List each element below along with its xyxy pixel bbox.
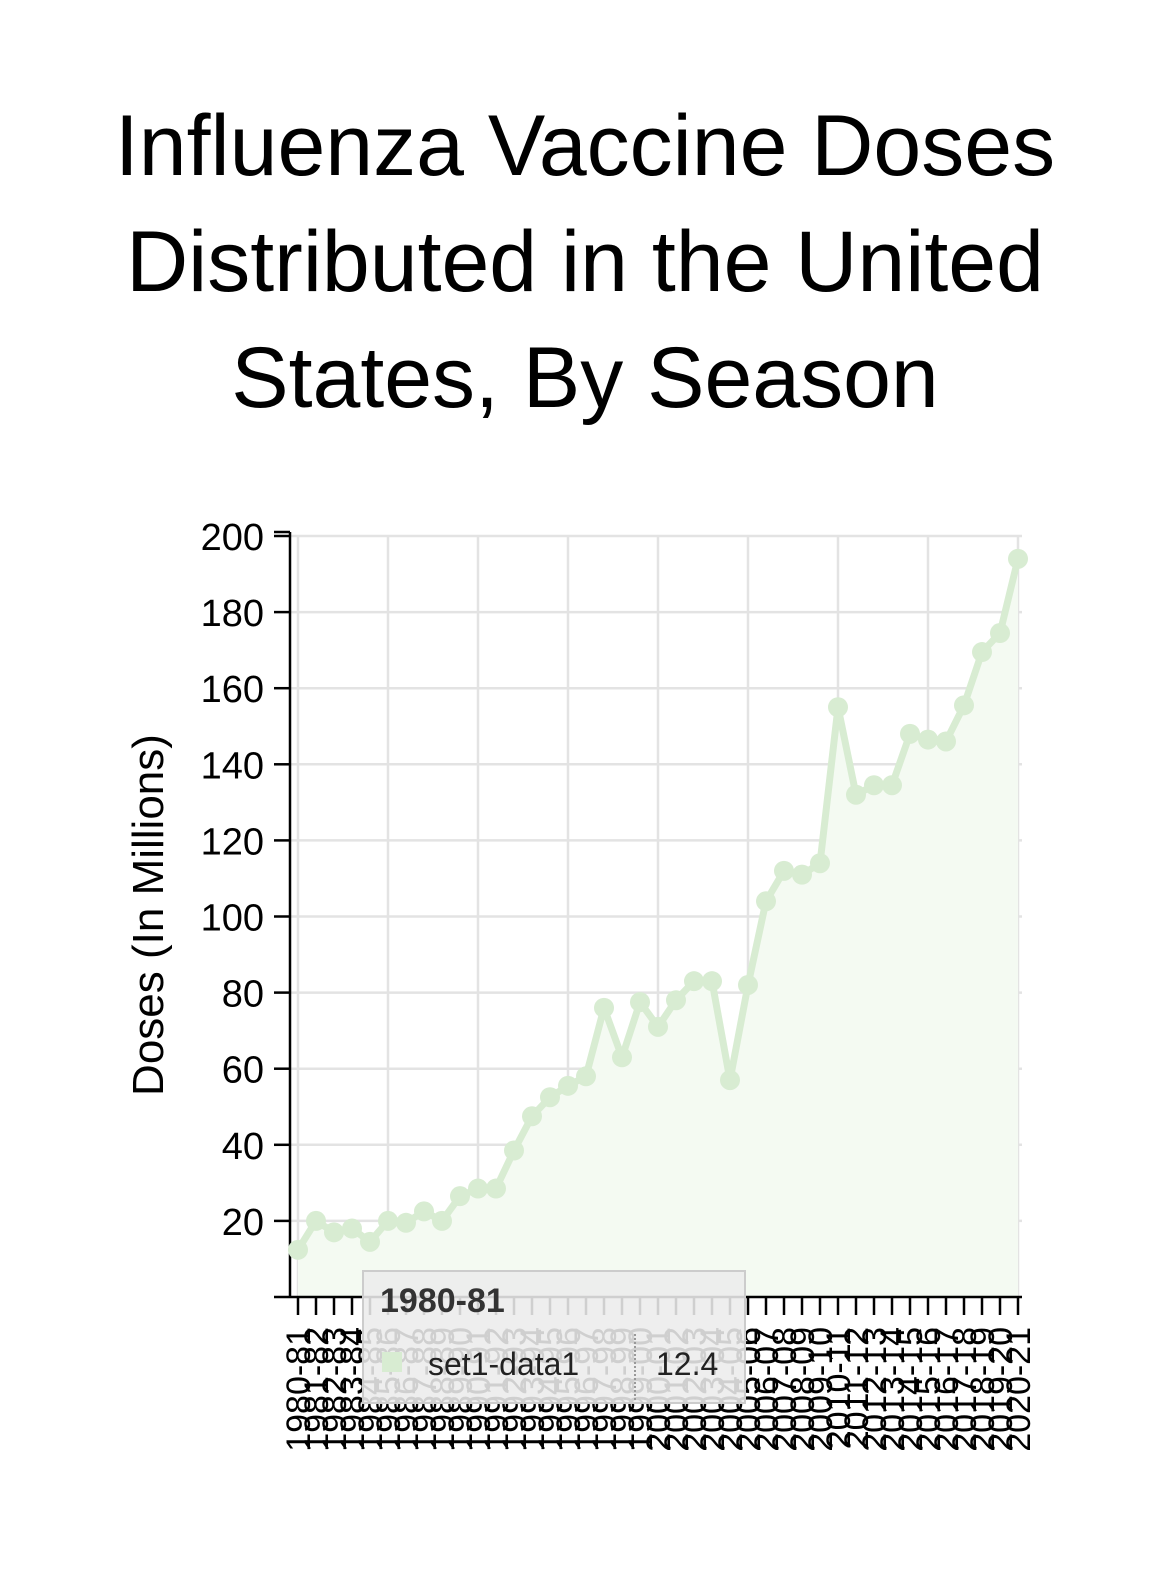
- data-point: [792, 864, 812, 885]
- data-point: [828, 697, 848, 718]
- data-point: [810, 853, 830, 874]
- tooltip-series-swatch: [382, 1352, 402, 1372]
- y-axis-title: Doses (In Millions): [124, 734, 173, 1096]
- data-point: [756, 891, 776, 912]
- y-tick-label: 180: [201, 593, 264, 635]
- chart-title-line-1: Influenza Vaccine Doses: [114, 98, 1056, 194]
- data-point: [540, 1087, 560, 1108]
- data-point: [486, 1178, 506, 1199]
- y-tick-label: 120: [201, 821, 264, 863]
- data-point: [738, 974, 758, 995]
- x-tick-label: 2013-14: [874, 1327, 912, 1452]
- chart-title: Influenza Vaccine Doses Distributed in t…: [0, 88, 1170, 436]
- data-point: [414, 1201, 434, 1222]
- x-tick-label: 2011-12: [838, 1327, 876, 1449]
- tooltip-value: 12.4: [656, 1346, 719, 1382]
- data-point: [954, 695, 974, 716]
- x-tick-label: 2014-15: [892, 1327, 930, 1452]
- series-points: [288, 548, 1028, 1260]
- data-point: [342, 1218, 362, 1239]
- tooltip: 1980-81 set1-data1 12.4: [362, 1270, 746, 1404]
- x-tick-label: 2018-19: [964, 1327, 1002, 1452]
- data-point: [576, 1066, 596, 1087]
- y-tick-label: 140: [201, 745, 264, 787]
- data-point: [702, 971, 722, 992]
- data-point: [684, 971, 704, 992]
- y-tick-label: 20: [222, 1202, 264, 1244]
- data-point: [378, 1210, 398, 1231]
- data-point: [864, 775, 884, 796]
- data-point: [990, 623, 1010, 644]
- data-point: [720, 1070, 740, 1091]
- x-tick-label: 1982-83: [316, 1327, 354, 1452]
- data-point: [936, 731, 956, 752]
- data-point: [594, 997, 614, 1018]
- tooltip-header: 1980-81: [380, 1282, 505, 1320]
- x-tick-label: 1981-82: [298, 1327, 336, 1452]
- series-area: [298, 558, 1018, 1297]
- chart-title-line-2: Distributed in the United: [126, 214, 1044, 310]
- tooltip-separator: [634, 1334, 636, 1400]
- y-tick-label: 200: [201, 517, 264, 559]
- data-point: [288, 1239, 308, 1260]
- y-tick-label: 40: [222, 1126, 264, 1168]
- data-point: [774, 860, 794, 881]
- data-point: [666, 990, 686, 1011]
- x-tick-label: 2019-20: [982, 1327, 1020, 1452]
- data-point: [450, 1186, 470, 1207]
- data-point: [648, 1016, 668, 1037]
- x-tick-label: 2017-18: [946, 1327, 984, 1452]
- x-tick-label: 2010-11: [820, 1327, 858, 1449]
- data-point: [306, 1210, 326, 1231]
- data-point: [630, 992, 650, 1013]
- x-tick-label: 2009-10: [802, 1327, 840, 1452]
- x-tick-label: 2007-08: [766, 1327, 804, 1452]
- data-point: [396, 1212, 416, 1233]
- x-tick-label: 2012-13: [856, 1327, 894, 1452]
- data-point: [432, 1210, 452, 1231]
- data-point: [882, 775, 902, 796]
- data-point: [900, 723, 920, 744]
- data-point: [918, 729, 938, 750]
- data-point: [360, 1231, 380, 1252]
- data-point: [504, 1140, 524, 1161]
- tooltip-series-name: set1-data1: [428, 1346, 580, 1382]
- data-point: [612, 1047, 632, 1068]
- data-point: [846, 784, 866, 805]
- y-tick-label: 60: [222, 1050, 264, 1092]
- x-tick-label: 2008-09: [784, 1327, 822, 1452]
- x-tick-label: 2016-17: [928, 1327, 966, 1452]
- data-point: [1008, 548, 1028, 569]
- y-tick-label: 100: [201, 898, 264, 940]
- x-tick-label: 2006-07: [748, 1327, 786, 1452]
- chart-title-line-3: States, By Season: [231, 330, 939, 426]
- x-tick-label: 2020-21: [1000, 1327, 1038, 1452]
- data-point: [558, 1075, 578, 1096]
- data-point: [972, 642, 992, 663]
- y-tick-label: 80: [222, 974, 264, 1016]
- data-point: [468, 1178, 488, 1199]
- series-area-layer: [298, 558, 1018, 1297]
- x-tick-label: 1980-81: [280, 1327, 318, 1452]
- x-tick-label: 2015-16: [910, 1327, 948, 1452]
- y-tick-label: 160: [201, 669, 264, 711]
- data-point: [324, 1222, 344, 1243]
- data-point: [522, 1106, 542, 1127]
